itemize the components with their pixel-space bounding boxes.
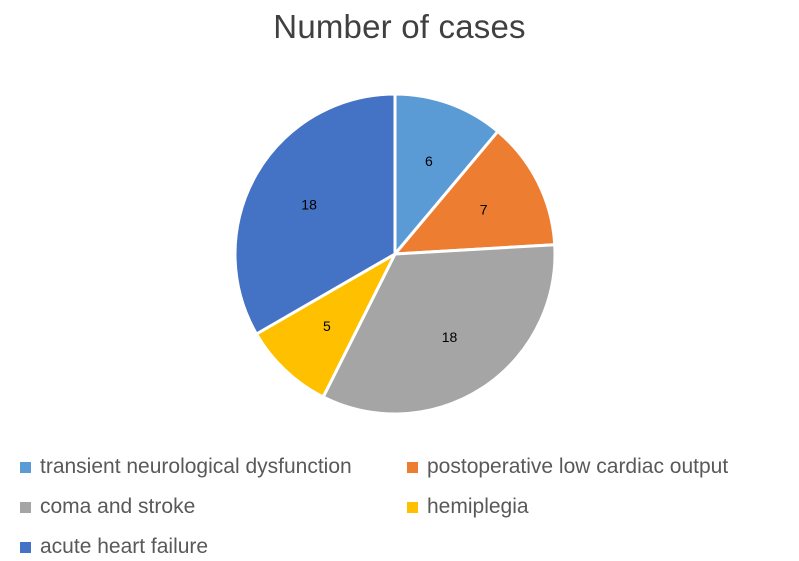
legend-label: postoperative low cardiac output [427,455,729,478]
legend-item-hemiplegia[interactable]: hemiplegia [407,495,529,519]
legend-label: coma and stroke [40,495,196,518]
pie-slice-transient-neurological-dysfunction[interactable] [393,92,500,256]
data-label: 6 [425,153,433,169]
legend-label: acute heart failure [40,535,209,558]
legend-swatch-icon [20,501,31,513]
legend-swatch-icon [20,541,31,553]
legend-swatch-icon [407,461,418,473]
legend-item-coma-and-stroke[interactable]: coma and stroke [20,495,195,519]
legend-swatch-icon [407,501,418,513]
pie-slice-acute-heart-failure[interactable] [233,92,397,336]
data-label: 7 [480,202,488,218]
data-label: 18 [301,196,317,212]
data-label: 18 [442,329,458,345]
pie-slice-coma-and-stroke[interactable] [321,243,557,416]
pie-slice-postoperative-low-cardiac-output[interactable] [393,129,557,256]
pie-slice-hemiplegia[interactable] [254,252,397,399]
legend-label: hemiplegia [427,495,529,518]
legend-item-transient-neurological-dysfunction[interactable]: transient neurological dysfunction [20,455,352,479]
legend-label: transient neurological dysfunction [40,455,352,478]
pie-slices [233,92,557,416]
legend-item-postoperative-low-cardiac-output[interactable]: postoperative low cardiac output [407,455,728,479]
chart-title: Number of cases [273,8,526,45]
legend-swatch-icon [20,461,31,473]
pie-data-labels: 6 7 18 5 18 [301,153,487,345]
legend-item-acute-heart-failure[interactable]: acute heart failure [20,535,208,559]
data-label: 5 [323,318,331,334]
